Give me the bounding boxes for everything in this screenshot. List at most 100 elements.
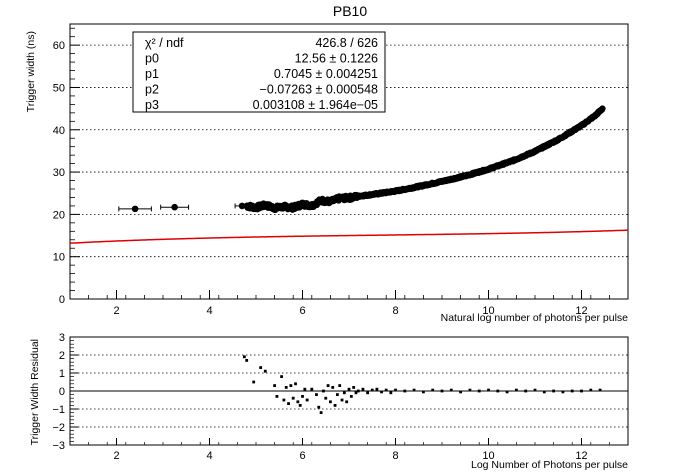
residual-point bbox=[552, 389, 555, 393]
residual-point bbox=[366, 391, 369, 395]
residual-point bbox=[284, 386, 288, 389]
outlier-point bbox=[238, 202, 246, 210]
residual-point bbox=[412, 388, 416, 392]
residual-point bbox=[487, 388, 490, 392]
stats-value: 0.003108 ± 1.964e−05 bbox=[253, 98, 378, 112]
residual-point bbox=[349, 395, 353, 398]
residual-point bbox=[356, 389, 360, 393]
bottom-x-tick-label: 6 bbox=[299, 450, 305, 462]
residual-point bbox=[280, 375, 283, 378]
residual-point bbox=[252, 380, 256, 384]
residual-point bbox=[524, 389, 528, 393]
top-y-tick-label: 50 bbox=[53, 82, 65, 94]
chart-title: PB10 bbox=[333, 3, 367, 19]
outlier-points bbox=[118, 202, 250, 213]
residual-point bbox=[305, 398, 309, 402]
stats-label: χ² / ndf bbox=[145, 36, 184, 50]
residual-point bbox=[375, 387, 379, 391]
residual-point bbox=[345, 400, 349, 404]
top-y-axis-label: Trigger width (ns) bbox=[25, 31, 37, 112]
bottom-y-axis-label: Trigger Width Residual bbox=[29, 339, 41, 445]
top-y-tick-label: 0 bbox=[59, 294, 65, 306]
top-y-tick-label: 30 bbox=[53, 167, 65, 179]
residual-point bbox=[329, 400, 332, 404]
residual-point bbox=[422, 390, 425, 394]
residual-point bbox=[291, 396, 295, 400]
residual-point bbox=[331, 386, 335, 389]
bottom-y-tick-label: 0 bbox=[59, 386, 65, 398]
top-y-tick-label: 60 bbox=[53, 40, 65, 52]
residual-point bbox=[335, 393, 339, 396]
residual-point bbox=[340, 398, 344, 402]
stats-label: p1 bbox=[145, 67, 159, 81]
residual-point bbox=[326, 384, 330, 387]
residual-point bbox=[294, 382, 297, 386]
top-x-tick-label: 6 bbox=[299, 305, 305, 317]
residual-point bbox=[468, 388, 472, 392]
bottom-x-tick-label: 2 bbox=[113, 450, 119, 462]
residual-points bbox=[242, 355, 602, 414]
residual-point bbox=[370, 388, 374, 392]
residual-point bbox=[245, 359, 249, 362]
residual-point bbox=[542, 390, 546, 394]
stats-box-frame bbox=[132, 31, 386, 113]
bottom-x-axis-label: Log Number of Photons per pulse bbox=[471, 459, 628, 471]
residual-point bbox=[389, 391, 393, 395]
bottom-y-tick-label: 3 bbox=[59, 332, 65, 344]
residual-point bbox=[361, 387, 365, 391]
residual-point bbox=[352, 386, 356, 389]
residual-point bbox=[259, 366, 263, 369]
stats-label: p3 bbox=[145, 98, 159, 112]
bottom-x-tick-label: 8 bbox=[392, 450, 398, 462]
residual-point bbox=[322, 389, 325, 393]
top-y-tick-label: 40 bbox=[53, 125, 65, 137]
residual-point bbox=[315, 393, 318, 396]
residual-point bbox=[310, 387, 314, 391]
residual-point bbox=[263, 369, 267, 373]
residual-point bbox=[242, 355, 246, 359]
residual-point bbox=[589, 388, 593, 392]
data-point bbox=[599, 105, 606, 112]
residual-point bbox=[303, 387, 307, 391]
residual-point bbox=[384, 388, 388, 392]
residual-point bbox=[561, 390, 565, 394]
residual-point bbox=[403, 389, 407, 393]
residual-point bbox=[394, 388, 397, 392]
bottom-grid bbox=[70, 354, 628, 428]
stats-label: p2 bbox=[145, 83, 159, 97]
stats-value: 12.56 ± 0.1226 bbox=[295, 52, 378, 66]
residual-point bbox=[298, 404, 302, 407]
residual-point bbox=[380, 390, 383, 394]
outlier-point bbox=[171, 203, 178, 211]
stats-label: p0 bbox=[145, 52, 159, 66]
residual-point bbox=[324, 396, 328, 400]
top-x-tick-label: 4 bbox=[206, 305, 212, 317]
top-x-tick-label: 12 bbox=[575, 305, 587, 317]
residual-point bbox=[273, 384, 276, 387]
stats-value: −0.07263 ± 0.000548 bbox=[260, 83, 378, 97]
stats-value: 0.7045 ± 0.004251 bbox=[274, 67, 378, 81]
top-y-tick-label: 10 bbox=[53, 252, 65, 264]
stats-box: χ² / ndf 426.8 / 626 p0 12.56 ± 0.1226 p1 0.7… bbox=[132, 31, 386, 113]
residual-point bbox=[431, 388, 435, 392]
bottom-x-tick-label: 10 bbox=[482, 450, 494, 462]
residual-point bbox=[505, 390, 509, 394]
bottom-y-tick-label: 1 bbox=[59, 368, 65, 380]
residual-point bbox=[275, 395, 279, 398]
top-x-tick-label: 8 bbox=[392, 305, 398, 317]
residual-point bbox=[282, 398, 286, 402]
residual-point bbox=[296, 400, 300, 404]
residual-point bbox=[287, 402, 290, 405]
data-band bbox=[243, 105, 606, 214]
residual-point bbox=[342, 391, 346, 395]
residual-point bbox=[338, 384, 342, 387]
top-x-tick-label: 2 bbox=[113, 305, 119, 317]
residual-point bbox=[347, 387, 351, 391]
bottom-x-tick-label: 12 bbox=[575, 450, 587, 462]
stats-rows: χ² / ndf 426.8 / 626 p0 12.56 ± 0.1226 p1 0.7… bbox=[145, 36, 378, 112]
bottom-y-tick-label: −3 bbox=[52, 440, 65, 452]
top-x-axis-label: Natural log number of photons per pulse bbox=[441, 312, 629, 324]
